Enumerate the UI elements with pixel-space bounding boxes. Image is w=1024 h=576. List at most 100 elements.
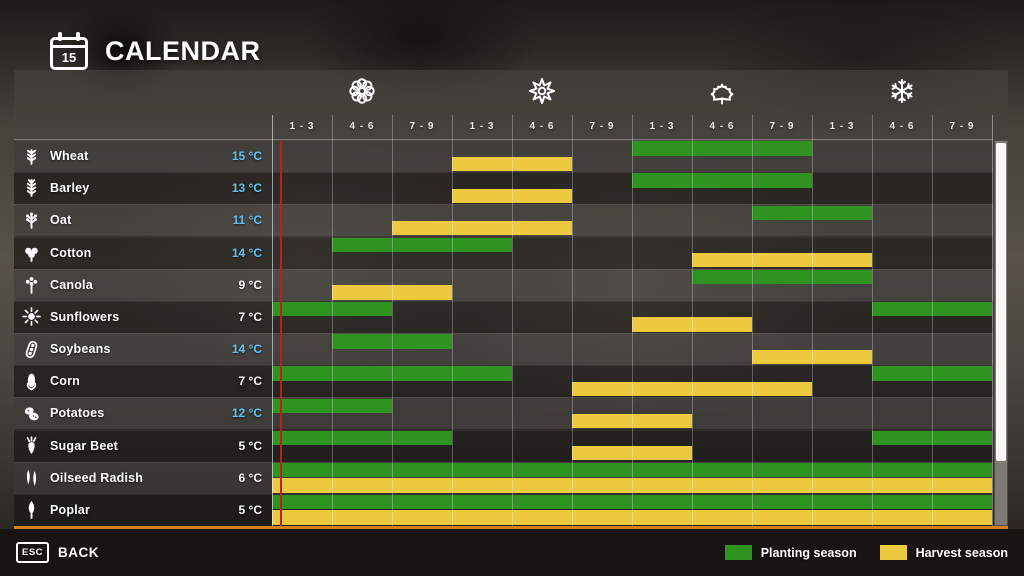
crop-temperature: 13 °C bbox=[231, 181, 262, 196]
period-label: 1 - 3 bbox=[469, 121, 495, 132]
crop-temperature: 7 °C bbox=[238, 374, 262, 389]
planting-bar bbox=[272, 398, 392, 413]
planting-bar bbox=[272, 302, 392, 317]
crop-rows: Wheat 15 °C Barley 13 °C Oat 11 °C Cotton 14 °C… bbox=[14, 140, 993, 526]
legend: Planting season Harvest season bbox=[724, 545, 1008, 560]
crop-name: Soybeans bbox=[50, 342, 111, 357]
period-label: 1 - 3 bbox=[289, 121, 315, 132]
crop-name: Sugar Beet bbox=[50, 438, 118, 453]
back-button[interactable]: ESC BACK bbox=[16, 542, 99, 563]
sunflower-icon bbox=[22, 307, 41, 327]
crop-temperature: 7 °C bbox=[238, 309, 262, 324]
period-label: 7 - 9 bbox=[769, 121, 795, 132]
crop-name: Barley bbox=[50, 181, 90, 196]
harvest-bar bbox=[752, 349, 872, 364]
planting-bar bbox=[272, 462, 992, 478]
period-label: 4 - 6 bbox=[529, 121, 555, 132]
harvest-bar bbox=[572, 381, 812, 397]
crop-row: Sunflowers 7 °C bbox=[14, 301, 272, 333]
harvest-bar bbox=[272, 478, 992, 493]
planting-bar bbox=[332, 237, 512, 253]
crop-name: Wheat bbox=[50, 149, 89, 164]
harvest-bar bbox=[572, 446, 692, 461]
crop-name: Oat bbox=[50, 213, 72, 228]
crop-name: Oilseed Radish bbox=[50, 470, 144, 485]
crop-temperature: 12 °C bbox=[231, 406, 262, 421]
crop-row: Corn 7 °C bbox=[14, 365, 272, 397]
planting-bar bbox=[872, 366, 992, 381]
calendar-icon-day: 15 bbox=[61, 50, 77, 65]
harvest-bar bbox=[332, 285, 452, 300]
chart-background bbox=[14, 140, 993, 526]
crop-row: Canola 9 °C bbox=[14, 269, 272, 301]
harvest-bar bbox=[272, 510, 992, 525]
crop-row: Wheat 15 °C bbox=[14, 140, 272, 172]
crop-temperature: 6 °C bbox=[238, 470, 262, 485]
crop-name: Potatoes bbox=[50, 406, 105, 421]
crop-temperature: 5 °C bbox=[238, 438, 262, 453]
crop-temperature: 11 °C bbox=[232, 213, 262, 228]
planting-bar bbox=[752, 205, 872, 220]
crop-name: Cotton bbox=[50, 245, 92, 260]
crop-row: Soybeans 14 °C bbox=[14, 333, 272, 365]
planting-season-swatch bbox=[724, 545, 752, 560]
esc-key-icon: ESC bbox=[16, 542, 50, 563]
page-title: CALENDAR bbox=[105, 36, 261, 66]
crop-row: Cotton 14 °C bbox=[14, 237, 272, 269]
crop-name: Corn bbox=[50, 374, 80, 389]
autumn-leaf-icon bbox=[707, 76, 737, 106]
back-label: BACK bbox=[58, 545, 100, 560]
wheat-icon bbox=[22, 147, 41, 166]
crop-row: Poplar 5 °C bbox=[14, 494, 272, 526]
panel-header-band bbox=[14, 70, 1008, 140]
harvest-bar bbox=[392, 220, 572, 236]
calendar-panel: 1 - 3 4 - 6 7 - 9 1 - 3 4 - 6 7 - 9 1 - 3 4 - 6… bbox=[14, 70, 1008, 529]
soybeans-icon bbox=[22, 340, 41, 359]
period-label: 1 - 3 bbox=[649, 121, 675, 132]
poplar-icon bbox=[22, 500, 41, 520]
planting-bar bbox=[872, 302, 992, 317]
panel-bottom-border bbox=[14, 526, 1008, 529]
winter-snowflake-icon bbox=[887, 76, 917, 106]
planting-bar bbox=[332, 334, 452, 349]
scrollbar-thumb[interactable] bbox=[996, 143, 1006, 461]
corn-icon bbox=[22, 372, 41, 391]
planting-bar bbox=[632, 173, 812, 188]
page-header: 15 CALENDAR bbox=[50, 32, 261, 70]
oat-icon bbox=[22, 211, 41, 230]
period-label: 4 - 6 bbox=[349, 121, 375, 132]
crop-temperature: 9 °C bbox=[238, 277, 262, 292]
harvest-bar bbox=[452, 156, 572, 171]
planting-bar bbox=[272, 430, 452, 446]
planting-bar bbox=[692, 269, 872, 285]
planting-bar bbox=[272, 495, 992, 510]
crop-row: Oat 11 °C bbox=[14, 204, 272, 236]
period-label: 1 - 3 bbox=[829, 121, 855, 132]
planting-bar bbox=[632, 141, 812, 156]
harvest-season-label: Harvest season bbox=[915, 545, 1008, 560]
crop-name: Sunflowers bbox=[50, 309, 120, 324]
crop-row: Sugar Beet 5 °C bbox=[14, 430, 272, 462]
potatoes-icon bbox=[22, 404, 41, 423]
crop-temperature: 15 °C bbox=[231, 149, 262, 164]
scrollbar[interactable] bbox=[994, 140, 1008, 526]
summer-sun-icon bbox=[527, 76, 557, 106]
crop-row: Barley 13 °C bbox=[14, 172, 272, 204]
crop-name: Poplar bbox=[50, 502, 91, 517]
period-label: 4 - 6 bbox=[709, 121, 735, 132]
cotton-icon bbox=[22, 243, 41, 262]
period-label: 7 - 9 bbox=[409, 121, 435, 132]
planting-bar bbox=[272, 366, 512, 381]
row-band bbox=[14, 300, 993, 333]
spring-flower-icon bbox=[347, 76, 377, 106]
crop-name: Canola bbox=[50, 277, 93, 292]
planting-season-label: Planting season bbox=[760, 545, 857, 560]
harvest-bar bbox=[452, 188, 572, 204]
harvest-season-swatch bbox=[879, 545, 907, 560]
crop-row: Oilseed Radish 6 °C bbox=[14, 462, 272, 494]
planting-bar bbox=[872, 430, 992, 446]
row-band bbox=[14, 429, 993, 462]
period-label: 7 - 9 bbox=[949, 121, 975, 132]
oilseed-radish-icon bbox=[22, 468, 41, 487]
harvest-bar bbox=[632, 317, 752, 332]
